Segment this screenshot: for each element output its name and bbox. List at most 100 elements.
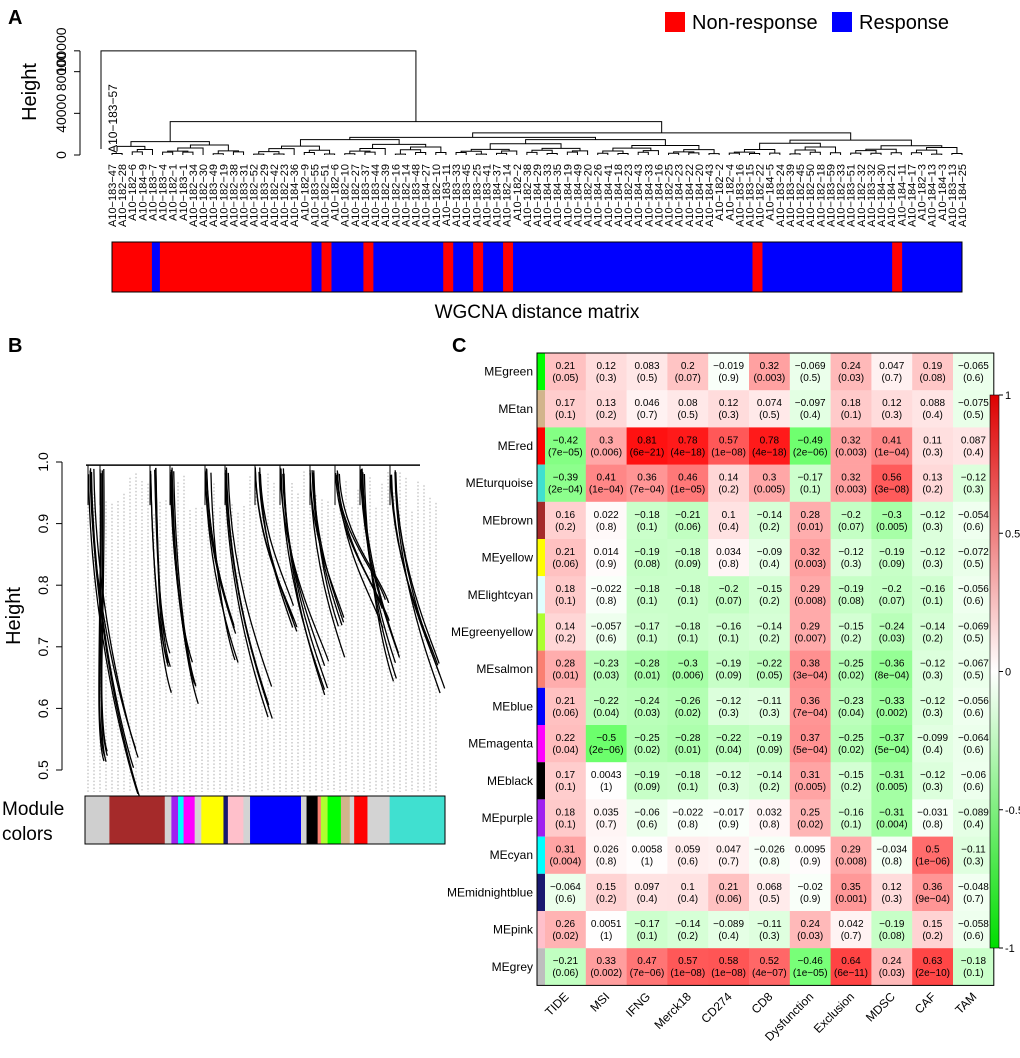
c-heatmap-cell bbox=[626, 799, 668, 837]
c-cell-correlation: −0.022 bbox=[672, 807, 703, 818]
c-scale-tick-label: -0.5 bbox=[1005, 805, 1020, 817]
c-cell-correlation: 0.29 bbox=[841, 845, 861, 856]
c-cell-pvalue: (1e−05) bbox=[793, 968, 828, 979]
c-cell-pvalue: (0.3) bbox=[922, 559, 943, 570]
c-cell-correlation: −0.14 bbox=[757, 621, 783, 632]
a-dendrogram-link bbox=[130, 141, 210, 147]
c-cell-correlation: 0.11 bbox=[923, 435, 942, 446]
c-cell-pvalue: (0.03) bbox=[797, 931, 823, 942]
c-heatmap-cell bbox=[789, 576, 831, 614]
a-leaf-label: A10−184−23 bbox=[674, 164, 686, 227]
c-cell-pvalue: (0.8) bbox=[596, 596, 617, 607]
c-cell-pvalue: (0.3) bbox=[963, 857, 984, 868]
c-heatmap-cell bbox=[953, 427, 995, 465]
a-dendrogram-link bbox=[268, 148, 295, 155]
c-cell-correlation: −0.18 bbox=[961, 956, 987, 967]
c-cell-correlation: −0.065 bbox=[958, 361, 989, 372]
a-dendrogram-link bbox=[546, 152, 558, 155]
c-cell-pvalue: (0.05) bbox=[756, 671, 782, 682]
c-heatmap-cell bbox=[626, 948, 668, 986]
c-cell-correlation: −0.21 bbox=[553, 956, 579, 967]
c-heatmap-cell bbox=[789, 539, 831, 577]
c-cell-pvalue: (2e−06) bbox=[589, 745, 624, 756]
b-module-color-segment bbox=[85, 796, 110, 844]
c-row-color-swatch bbox=[537, 390, 545, 428]
c-heatmap-cell bbox=[912, 539, 954, 577]
c-cell-pvalue: (0.09) bbox=[634, 782, 660, 793]
a-leaf-label: A10−183−51 bbox=[846, 164, 858, 227]
c-heatmap-cell bbox=[871, 427, 913, 465]
c-heatmap-cell bbox=[871, 613, 913, 651]
b-dendrogram-link bbox=[171, 467, 195, 684]
c-cell-correlation: −0.064 bbox=[550, 882, 581, 893]
c-cell-pvalue: (0.3) bbox=[718, 410, 739, 421]
a-response-bar-segment bbox=[473, 242, 484, 292]
c-cell-pvalue: (0.6) bbox=[555, 894, 576, 905]
c-heatmap-cell bbox=[585, 427, 627, 465]
c-cell-correlation: 0.58 bbox=[719, 956, 739, 967]
a-dendrogram-link bbox=[829, 152, 842, 155]
b-module-color-segment bbox=[389, 796, 446, 844]
c-cell-correlation: 0.32 bbox=[760, 361, 780, 372]
b-module-color-segment bbox=[349, 796, 355, 844]
a-dendrogram-link bbox=[631, 145, 700, 150]
c-heatmap-cell bbox=[912, 948, 954, 986]
c-cell-correlation: −0.24 bbox=[879, 621, 905, 632]
c-heatmap-cell bbox=[912, 799, 954, 837]
c-cell-pvalue: (0.4) bbox=[678, 894, 699, 905]
a-y-axis-title: Height bbox=[19, 63, 41, 121]
c-cell-pvalue: (0.5) bbox=[759, 410, 780, 421]
a-leaf-label: A10−183−24 bbox=[775, 164, 787, 227]
c-cell-pvalue: (0.2) bbox=[596, 894, 617, 905]
a-dendrogram-link bbox=[177, 147, 204, 155]
c-cell-correlation: −0.097 bbox=[795, 398, 826, 409]
c-cell-pvalue: (0.04) bbox=[716, 745, 742, 756]
c-heatmap-cell bbox=[667, 576, 709, 614]
c-cell-pvalue: (0.1) bbox=[637, 931, 658, 942]
c-heatmap-cell bbox=[667, 464, 709, 503]
a-dendrogram-link bbox=[359, 147, 386, 155]
c-cell-pvalue: (0.6) bbox=[963, 373, 984, 384]
c-row-color-swatch bbox=[537, 948, 545, 986]
c-heatmap-cell bbox=[912, 650, 954, 689]
c-cell-correlation: 0.3 bbox=[599, 435, 613, 446]
panel-c-color-scale: 1 0.5 0 -0.5 -1 bbox=[989, 390, 1020, 955]
b-y-axis-title: Height bbox=[3, 587, 25, 645]
c-heatmap-cell bbox=[626, 911, 668, 949]
a-dendrogram-link bbox=[344, 153, 356, 155]
c-cell-pvalue: (0.03) bbox=[838, 373, 864, 384]
a-leaf-label: A10−182−4 bbox=[724, 164, 736, 221]
c-cell-pvalue: (0.7) bbox=[882, 373, 903, 384]
c-cell-correlation: −0.056 bbox=[958, 584, 989, 595]
a-leaf-label: A10−183−31 bbox=[239, 164, 251, 227]
c-cell-correlation: 0.22 bbox=[556, 733, 576, 744]
c-heatmap-cell bbox=[749, 427, 791, 465]
c-cell-correlation: −0.054 bbox=[958, 510, 989, 521]
c-heatmap-cell bbox=[667, 911, 709, 949]
a-dendrogram-link bbox=[415, 152, 427, 155]
c-heatmap-cell bbox=[545, 353, 587, 391]
c-row-label: MElightcyan bbox=[468, 588, 533, 602]
c-heatmap-cell bbox=[749, 725, 791, 763]
c-cell-pvalue: (0.04) bbox=[552, 745, 578, 756]
b-dendrogram-link bbox=[311, 470, 343, 626]
c-heatmap-cell bbox=[830, 464, 872, 503]
c-row-color-swatch bbox=[537, 539, 545, 577]
c-cell-pvalue: (0.3) bbox=[718, 782, 739, 793]
c-cell-correlation: −0.17 bbox=[798, 473, 824, 484]
a-leaf-label: A10−183−41 bbox=[481, 164, 493, 227]
c-cell-pvalue: (0.02) bbox=[675, 708, 701, 719]
c-cell-pvalue: (0.3) bbox=[759, 708, 780, 719]
c-heatmap-cell bbox=[871, 687, 913, 726]
a-leaf-label: A10−184−18 bbox=[613, 164, 625, 227]
c-cell-pvalue: (0.9) bbox=[718, 373, 739, 384]
c-heatmap-cell bbox=[749, 390, 791, 428]
c-cell-correlation: −0.06 bbox=[634, 807, 660, 818]
a-response-bar-segment bbox=[902, 242, 963, 292]
a-leaf-label: A10−183−59 bbox=[825, 164, 837, 227]
c-cell-correlation: 0.034 bbox=[716, 547, 741, 558]
c-heatmap-cell bbox=[708, 762, 750, 800]
c-cell-correlation: −0.31 bbox=[879, 770, 905, 781]
c-heatmap-cell bbox=[912, 390, 954, 428]
a-leaf-label: A10−182−23 bbox=[279, 164, 291, 227]
